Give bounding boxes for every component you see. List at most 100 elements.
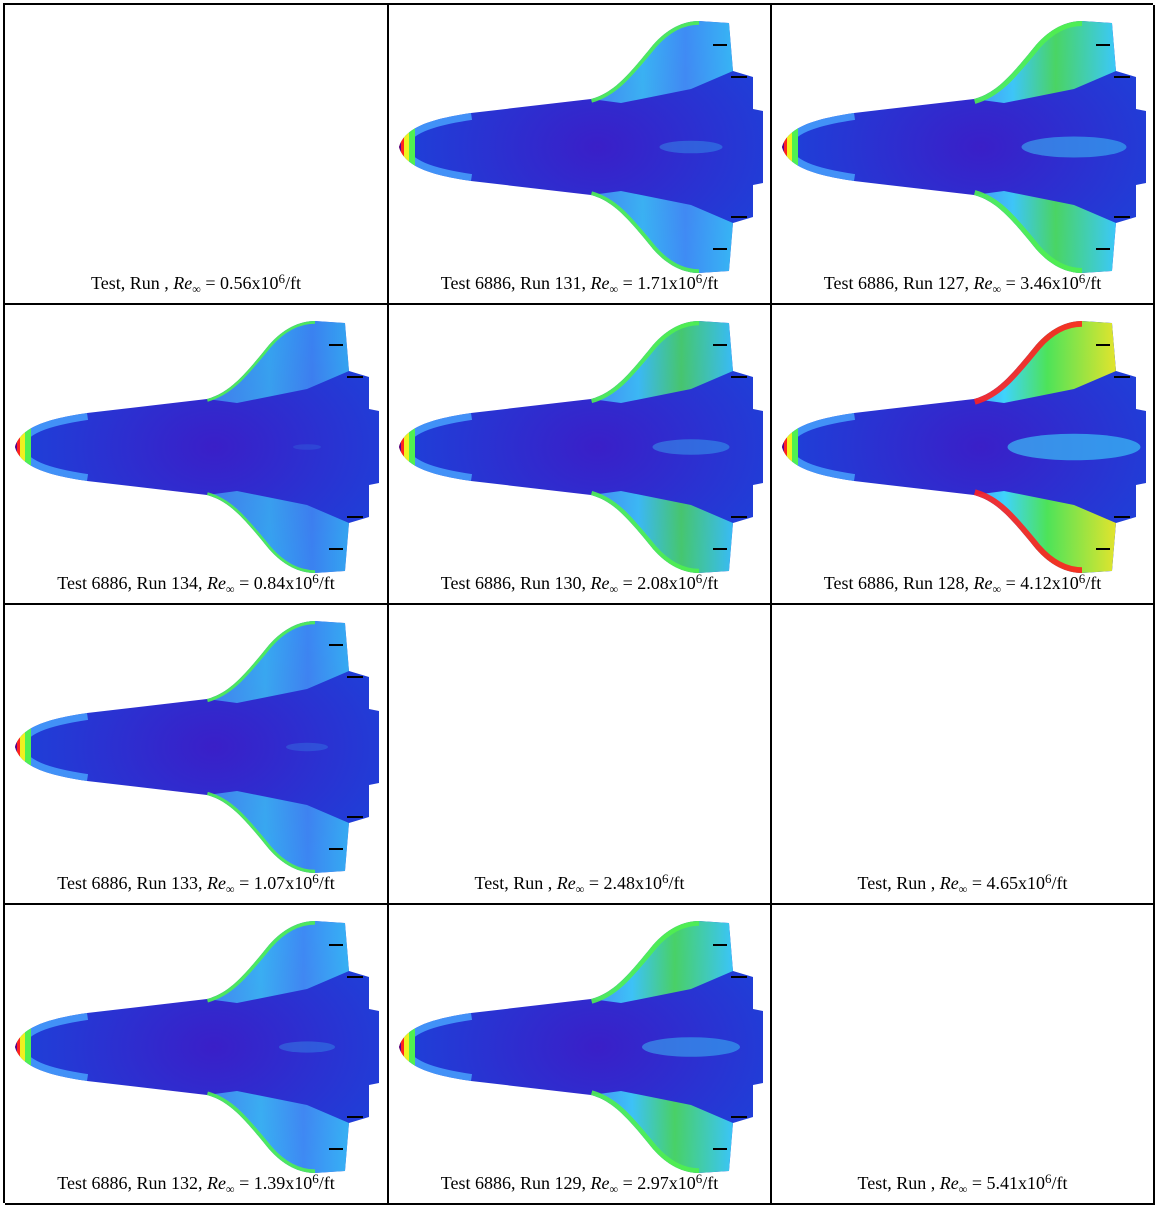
caption-test: Test: [857, 873, 888, 893]
caption-unit: /ft: [702, 573, 719, 593]
caption-run: Run: [129, 273, 160, 293]
caption-test: Test: [440, 573, 471, 593]
cell-caption: Test 6886, Run 134, Re∞ = 0.84x106/ft: [57, 571, 335, 596]
caption-exp: 6: [1078, 271, 1086, 286]
caption-test: Test: [857, 1173, 888, 1193]
caption-inf-symbol: ∞: [609, 1182, 619, 1196]
caption-re-value: 1.07: [253, 873, 286, 893]
caption-exp-base: x10: [1017, 1173, 1045, 1193]
shuttle-heat-map-image: [399, 21, 763, 273]
caption-re-value: 3.46: [1020, 273, 1052, 293]
caption-re-value: 2.08: [637, 573, 669, 593]
caption-re-symbol: Re: [939, 873, 959, 893]
cell-caption: Test 6886, Run 132, Re∞ = 1.39x106/ft: [57, 1171, 335, 1196]
caption-unit: /ft: [318, 1173, 335, 1193]
caption-re-value: 2.97: [637, 1173, 669, 1193]
grid-cell-10: Test 6886, Run 132, Re∞ = 1.39x106/ft: [5, 905, 389, 1205]
caption-run: Run: [903, 573, 934, 593]
caption-run: Run: [896, 873, 927, 893]
grid-cell-2: Test 6886, Run 131, Re∞ = 1.71x106/ft: [389, 5, 772, 305]
caption-unit: /ft: [702, 273, 719, 293]
caption-exp-base: x10: [285, 573, 313, 593]
caption-unit: /ft: [318, 573, 335, 593]
shuttle-heat-map-image: [15, 921, 379, 1173]
caption-runnum: 128: [937, 573, 965, 593]
caption-re-symbol: Re: [973, 573, 993, 593]
caption-inf-symbol: ∞: [575, 882, 585, 896]
caption-exp-base: x10: [285, 1173, 313, 1193]
caption-runnum: 130: [554, 573, 582, 593]
grid-cell-8: Test, Run , Re∞ = 2.48x106/ft: [389, 605, 772, 905]
caption-inf-symbol: ∞: [992, 582, 1002, 596]
caption-inf-symbol: ∞: [192, 282, 201, 296]
grid-cell-4: Test 6886, Run 134, Re∞ = 0.84x106/ft: [5, 305, 389, 605]
cell-caption: Test, Run , Re∞ = 5.41x106/ft: [857, 1171, 1068, 1196]
caption-inf-symbol: ∞: [609, 282, 619, 296]
shuttle-heat-map-image: [15, 621, 379, 873]
caption-re-symbol: Re: [173, 273, 193, 293]
caption-exp-base: x10: [251, 273, 279, 293]
caption-unit: /ft: [318, 873, 335, 893]
caption-re-symbol: Re: [207, 1173, 226, 1193]
caption-inf-symbol: ∞: [226, 882, 235, 896]
caption-re-value: 0.84: [253, 573, 286, 593]
caption-exp: 6: [312, 571, 319, 586]
caption-testnum: 6886: [91, 873, 128, 893]
cell-caption: Test 6886, Run 133, Re∞ = 1.07x106/ft: [57, 871, 335, 896]
grid-cell-5: Test 6886, Run 130, Re∞ = 2.08x106/ft: [389, 305, 772, 605]
caption-exp-base: x10: [285, 873, 313, 893]
caption-runnum: 129: [554, 1173, 582, 1193]
cell-caption: Test, Run , Re∞ = 4.65x106/ft: [857, 871, 1068, 896]
caption-run: Run: [136, 573, 167, 593]
caption-unit: /ft: [702, 1173, 719, 1193]
grid-cell-6: Test 6886, Run 128, Re∞ = 4.12x106/ft: [772, 305, 1155, 605]
caption-unit: /ft: [1051, 1173, 1068, 1193]
caption-re-symbol: Re: [556, 873, 576, 893]
caption-runnum: 132: [171, 1173, 199, 1193]
caption-test: Test: [440, 1173, 471, 1193]
caption-runnum: 131: [554, 273, 582, 293]
caption-runnum: 133: [171, 873, 199, 893]
caption-unit: /ft: [1085, 273, 1102, 293]
caption-unit: /ft: [1051, 873, 1068, 893]
caption-unit: /ft: [284, 273, 301, 293]
caption-exp: 6: [695, 271, 703, 286]
caption-runnum: 127: [937, 273, 965, 293]
caption-exp: 6: [312, 871, 319, 886]
cell-caption: Test, Run , Re∞ = 2.48x106/ft: [474, 871, 685, 896]
caption-run: Run: [136, 1173, 167, 1193]
caption-test: Test: [440, 273, 471, 293]
caption-run: Run: [903, 273, 934, 293]
caption-re-value: 2.48: [603, 873, 635, 893]
caption-exp: 6: [1044, 1171, 1052, 1186]
caption-inf-symbol: ∞: [992, 282, 1002, 296]
caption-run: Run: [896, 1173, 927, 1193]
caption-testnum: 6886: [858, 273, 894, 293]
caption-unit: /ft: [668, 873, 685, 893]
caption-run: Run: [513, 873, 544, 893]
caption-testnum: 6886: [475, 573, 511, 593]
caption-test: Test: [474, 873, 505, 893]
caption-re-value: 4.65: [986, 873, 1018, 893]
caption-re-value: 4.12: [1020, 573, 1052, 593]
shuttle-heat-map-image: [399, 321, 763, 573]
caption-inf-symbol: ∞: [226, 582, 235, 596]
caption-exp-base: x10: [668, 573, 696, 593]
caption-inf-symbol: ∞: [958, 882, 968, 896]
shuttle-heat-map-image: [782, 21, 1146, 273]
caption-exp: 6: [1078, 571, 1086, 586]
caption-re-value: 1.71: [637, 273, 669, 293]
grid-cell-3: Test 6886, Run 127, Re∞ = 3.46x106/ft: [772, 5, 1155, 305]
caption-exp: 6: [695, 1171, 703, 1186]
caption-unit: /ft: [1085, 573, 1102, 593]
caption-test: Test: [57, 573, 87, 593]
image-grid: Test, Run , Re∞ = 0.56x106/ft: [3, 3, 1155, 1205]
caption-test: Test: [57, 873, 87, 893]
shuttle-heat-map-image: [782, 321, 1146, 573]
caption-run: Run: [520, 1173, 551, 1193]
caption-exp: 6: [278, 271, 285, 286]
grid-cell-9: Test, Run , Re∞ = 4.65x106/ft: [772, 605, 1155, 905]
caption-re-symbol: Re: [207, 573, 226, 593]
caption-test: Test: [91, 273, 121, 293]
caption-test: Test: [823, 273, 854, 293]
